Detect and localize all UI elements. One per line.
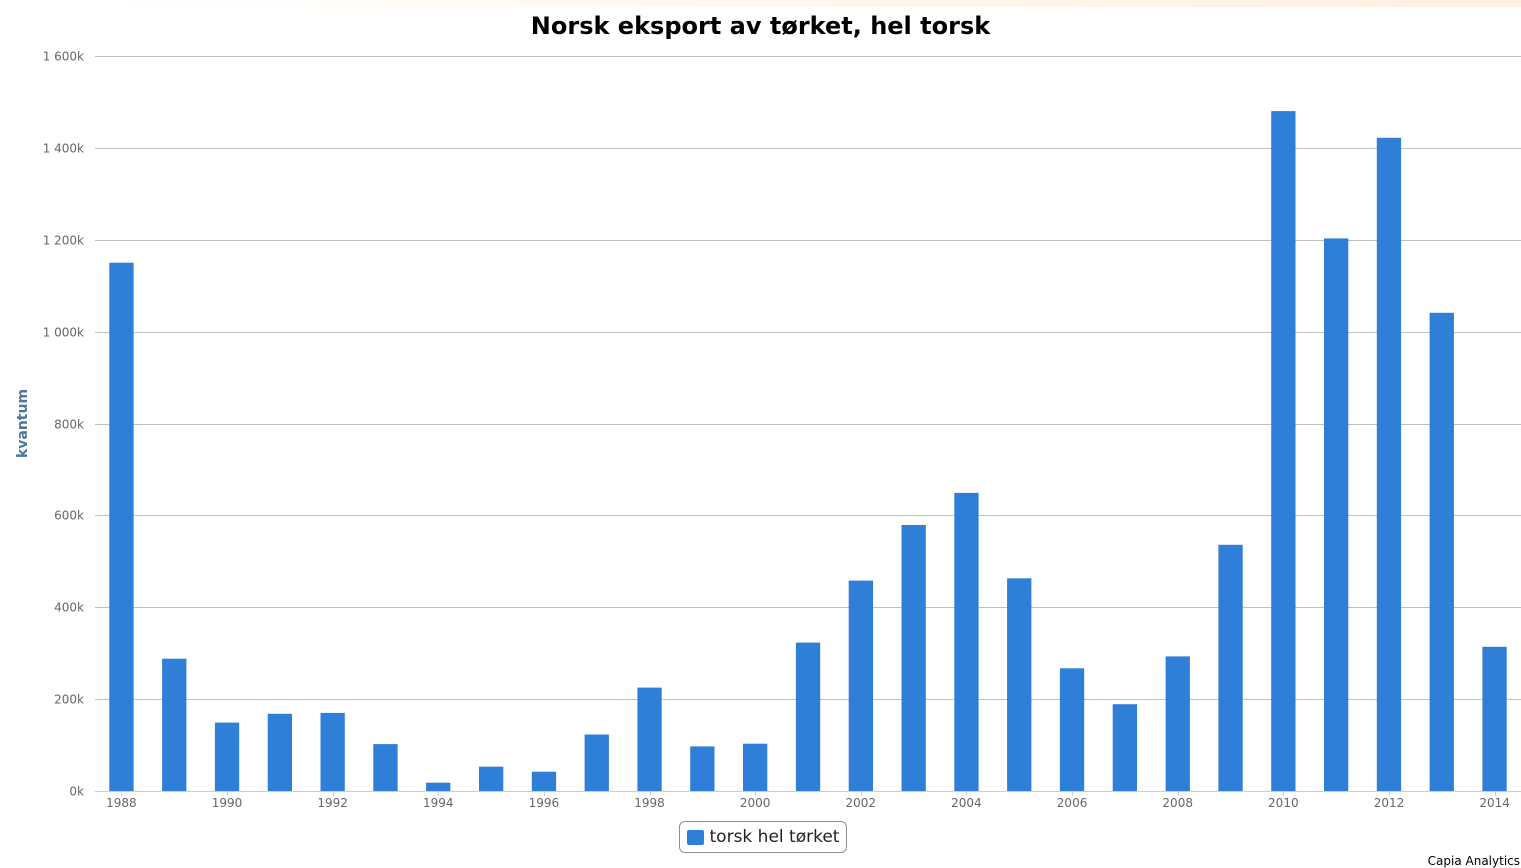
x-tick-label: 1994	[423, 796, 454, 810]
x-tick-label: 2012	[1374, 796, 1405, 810]
legend[interactable]: torsk hel tørket	[679, 821, 847, 853]
bar[interactable]	[690, 746, 715, 791]
bar[interactable]	[1429, 312, 1454, 791]
x-tick-label: 2006	[1057, 796, 1088, 810]
x-tick-label: 2010	[1268, 796, 1299, 810]
bar[interactable]	[848, 580, 873, 791]
x-tick-label: 2000	[740, 796, 771, 810]
bar[interactable]	[584, 734, 609, 792]
y-tick-label: 800k	[54, 418, 84, 432]
legend-label: torsk hel tørket	[709, 827, 840, 847]
x-tick-label: 1998	[634, 796, 665, 810]
bar[interactable]	[1007, 578, 1032, 791]
bar[interactable]	[162, 658, 187, 791]
x-tick-label: 1988	[106, 796, 137, 810]
bar[interactable]	[1376, 137, 1402, 792]
legend-swatch	[686, 829, 704, 845]
x-tick-label: 1992	[317, 796, 348, 810]
x-tick-label: 2004	[951, 796, 982, 810]
x-tick-label: 2002	[846, 796, 877, 810]
bar[interactable]	[214, 722, 240, 791]
bar[interactable]	[795, 642, 821, 791]
x-tick-label: 2008	[1162, 796, 1193, 810]
y-tick-label: 1 000k	[43, 326, 84, 340]
y-tick-label: 400k	[54, 601, 84, 615]
bar[interactable]	[479, 766, 504, 791]
y-tick-label: 1 400k	[43, 142, 84, 156]
y-tick-label: 1 600k	[43, 50, 84, 64]
bar[interactable]	[1059, 668, 1085, 791]
y-tick-label: 0k	[69, 785, 84, 799]
y-tick-label: 1 200k	[43, 234, 84, 248]
bar[interactable]	[1324, 238, 1349, 791]
bar[interactable]	[531, 771, 557, 791]
y-tick-label: 600k	[54, 509, 84, 523]
bar[interactable]	[1165, 656, 1190, 791]
bar[interactable]	[267, 713, 292, 791]
bar[interactable]	[320, 712, 345, 791]
bar[interactable]	[426, 782, 451, 791]
bar[interactable]	[901, 525, 926, 791]
chart-title: Norsk eksport av tørket, hel torsk	[530, 12, 991, 40]
x-tick-label: 1996	[529, 796, 560, 810]
top-background-band	[95, 0, 1521, 7]
bar[interactable]	[373, 744, 398, 791]
bar[interactable]	[637, 687, 662, 791]
bar[interactable]	[1482, 646, 1507, 791]
x-tick-label: 1990	[212, 796, 243, 810]
bar[interactable]	[1112, 704, 1137, 791]
credits-text[interactable]: Capia Analytics	[1427, 854, 1520, 868]
y-axis-title: kvantum	[15, 389, 31, 458]
bar[interactable]	[743, 743, 768, 791]
bar[interactable]	[109, 262, 134, 791]
bar[interactable]	[1271, 111, 1296, 792]
bar[interactable]	[1218, 544, 1243, 791]
x-tick-label: 2014	[1479, 796, 1510, 810]
bar[interactable]	[954, 492, 979, 791]
y-tick-label: 200k	[54, 693, 84, 707]
